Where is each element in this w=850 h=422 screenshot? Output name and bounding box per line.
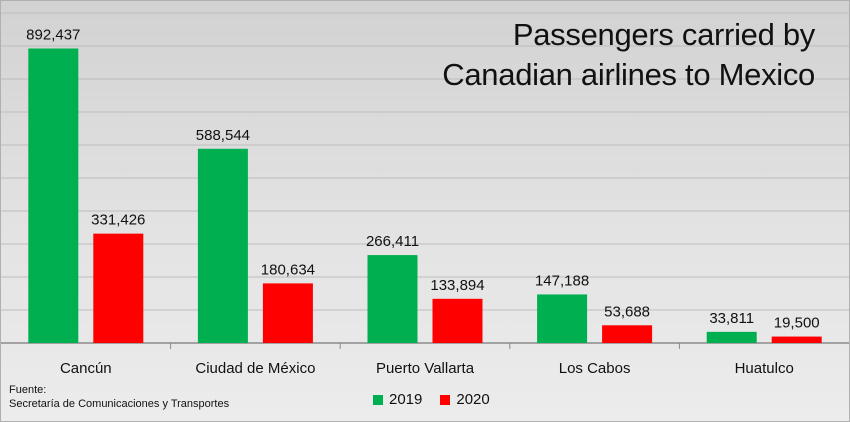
chart-title: Passengers carried by Canadian airlines … <box>442 15 815 95</box>
data-label-2020-1: 331,426 <box>91 212 145 229</box>
data-label-2019-3: 266,411 <box>366 233 419 250</box>
data-label-2019-5: 33,811 <box>709 310 754 327</box>
category-label-1: Cancún <box>60 360 112 377</box>
bar-2020-4 <box>602 325 653 343</box>
legend-label-2020: 2020 <box>456 391 490 408</box>
title-line-1: Passengers carried by <box>512 17 815 52</box>
bar-2019-2 <box>197 148 248 343</box>
category-label-4: Los Cabos <box>559 360 631 377</box>
title-line-2: Canadian airlines to Mexico <box>442 57 815 92</box>
category-label-3: Puerto Vallarta <box>376 360 475 377</box>
category-label-2: Ciudad de México <box>195 360 315 377</box>
bar-2019-5 <box>706 331 757 343</box>
bar-2020-5 <box>771 336 822 343</box>
bar-2019-3 <box>367 255 418 343</box>
bar-2020-1 <box>93 233 144 343</box>
bar-2020-2 <box>262 283 313 343</box>
legend-label-2019: 2019 <box>389 391 423 408</box>
data-label-2020-5: 19,500 <box>774 315 820 332</box>
source-name: Secretaría de Comunicaciones y Transport… <box>9 398 230 410</box>
bar-2019-1 <box>28 48 79 343</box>
bar-2020-3 <box>432 298 483 343</box>
data-label-2020-2: 180,634 <box>261 261 315 278</box>
data-label-2019-1: 892,437 <box>26 26 80 43</box>
source-note: Fuente: Secretaría de Comunicaciones y T… <box>9 383 229 411</box>
category-label-5: Huatulco <box>735 360 794 377</box>
legend-swatch-2020 <box>440 394 451 405</box>
legend: 2019 2020 <box>373 391 508 408</box>
data-label-2019-2: 588,544 <box>196 127 250 144</box>
legend-swatch-2019 <box>373 394 383 405</box>
data-label-2020-4: 53,688 <box>604 303 650 320</box>
source-label: Fuente: <box>9 384 47 396</box>
data-label-2020-3: 133,894 <box>430 277 484 294</box>
legend-item-2019: 2019 <box>373 391 422 408</box>
data-label-2019-4: 147,188 <box>535 272 589 289</box>
bar-2019-4 <box>537 294 588 343</box>
legend-item-2020: 2020 <box>440 391 490 408</box>
